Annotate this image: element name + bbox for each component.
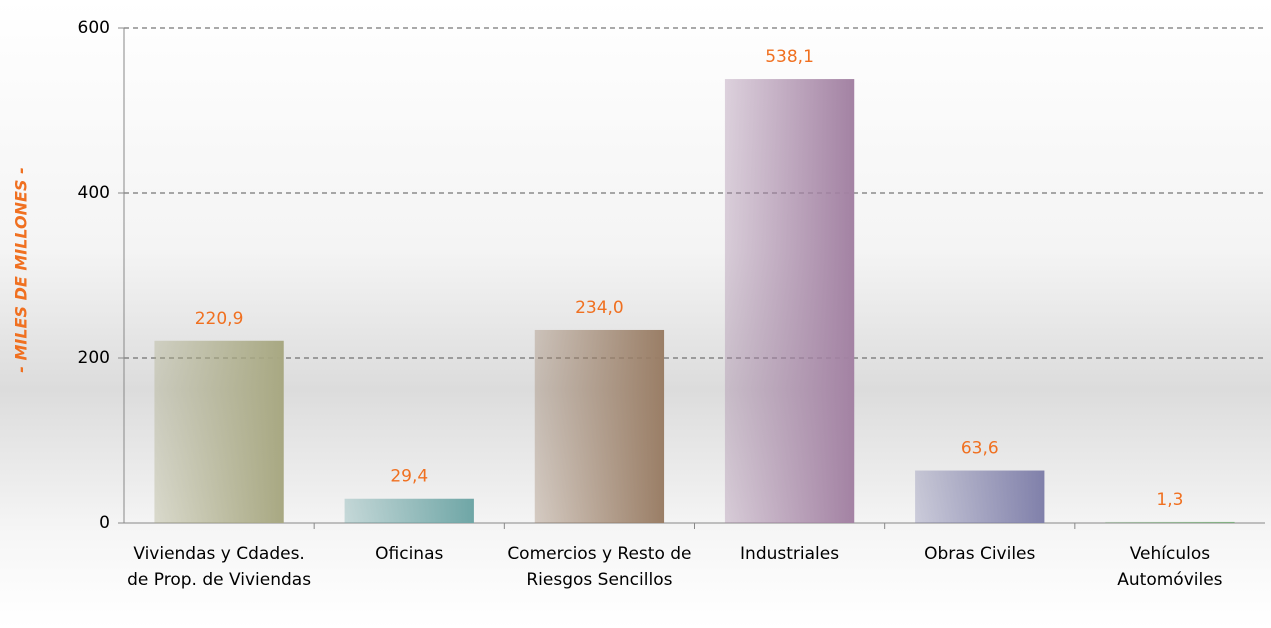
value-label: 220,9 bbox=[195, 309, 244, 329]
x-tick-label: Industriales bbox=[740, 544, 840, 564]
bar bbox=[154, 340, 284, 523]
bar bbox=[915, 470, 1045, 523]
x-tick-label: Obras Civiles bbox=[924, 544, 1036, 564]
y-tick-label: 0 bbox=[99, 513, 110, 533]
value-label: 29,4 bbox=[390, 467, 428, 487]
y-tick-label: 600 bbox=[78, 18, 110, 38]
bar bbox=[534, 329, 665, 523]
bar bbox=[724, 79, 855, 523]
x-tick-label: Comercios y Resto de Riesgos Sencillos bbox=[507, 544, 692, 590]
value-label: 63,6 bbox=[961, 439, 999, 459]
y-tick-label: 200 bbox=[78, 348, 110, 368]
value-label: 538,1 bbox=[765, 47, 814, 67]
value-label: 234,0 bbox=[575, 298, 624, 318]
value-label: 1,3 bbox=[1156, 490, 1183, 510]
bar bbox=[1105, 521, 1235, 523]
x-tick-label: Viviendas y Cdades. de Prop. de Vivienda… bbox=[127, 544, 312, 590]
bar bbox=[344, 498, 474, 523]
x-tick-label: Oficinas bbox=[375, 544, 444, 564]
x-tick-label: Vehículos Automóviles bbox=[1117, 544, 1223, 590]
y-axis-label: - MILES DE MILLONES - bbox=[12, 167, 31, 372]
y-tick-label: 400 bbox=[78, 183, 110, 203]
